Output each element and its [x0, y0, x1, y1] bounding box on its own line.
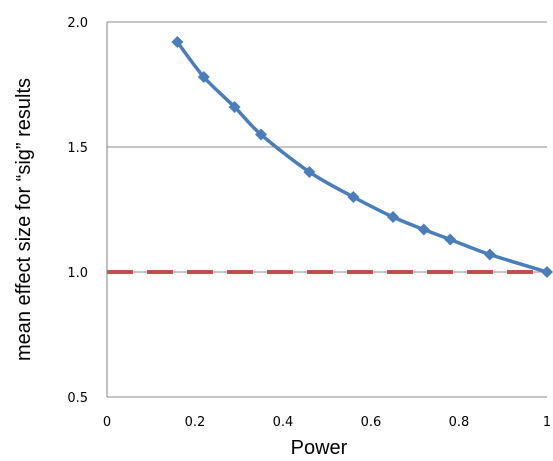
y-tick-label: 2.0	[67, 16, 88, 31]
data-point-marker	[387, 211, 399, 223]
tick-labels: 0.5 1.0 1.5 2.0 0 0.2 0.4 0.6 0.8 1	[67, 16, 551, 430]
gridlines	[107, 21, 547, 398]
data-point-marker	[483, 248, 496, 261]
data-point-marker	[347, 191, 360, 203]
data-point-marker	[303, 166, 316, 178]
data-point-marker	[444, 233, 457, 246]
series-line	[175, 40, 549, 274]
x-tick-label: 0.2	[185, 415, 206, 430]
y-tick-label: 0.5	[67, 391, 88, 406]
series-group	[171, 36, 553, 278]
y-axis-title: mean effect size for “sig” results	[13, 78, 35, 361]
data-point-marker	[197, 71, 210, 83]
data-point-marker	[255, 128, 267, 141]
x-tick-label: 0.6	[361, 415, 382, 430]
x-tick-label: 0	[103, 415, 111, 430]
x-tick-label: 0.4	[273, 415, 294, 430]
data-point-marker	[171, 36, 184, 48]
y-tick-label: 1.0	[67, 266, 88, 281]
x-axis-title: Power	[291, 437, 348, 459]
data-point-marker	[541, 266, 553, 278]
data-point-marker	[228, 101, 241, 113]
x-tick-label: 1	[543, 415, 551, 430]
data-point-marker	[417, 223, 430, 236]
y-tick-label: 1.5	[67, 141, 88, 156]
x-tick-label: 0.8	[449, 415, 470, 430]
